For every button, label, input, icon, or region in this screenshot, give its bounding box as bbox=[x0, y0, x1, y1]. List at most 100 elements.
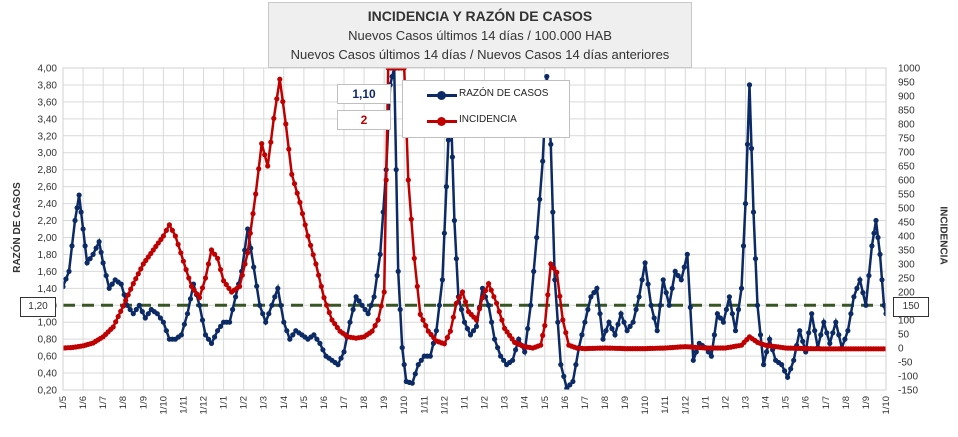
y2-tick-label: 450 bbox=[898, 218, 915, 229]
y-tick-label: 2,80 bbox=[38, 165, 58, 176]
threshold-ref-left: 1,20 bbox=[20, 297, 56, 317]
point-razon bbox=[368, 302, 374, 308]
point-incidencia bbox=[135, 271, 141, 277]
point-razon bbox=[672, 268, 678, 274]
point-razon bbox=[227, 319, 233, 325]
point-razon bbox=[350, 306, 356, 313]
y2-tick-label: 800 bbox=[898, 120, 915, 131]
point-razon bbox=[606, 319, 612, 325]
point-razon bbox=[818, 332, 824, 338]
point-razon bbox=[257, 302, 263, 308]
point-razon bbox=[687, 304, 693, 310]
point-razon bbox=[548, 141, 554, 147]
x-tick-label: 1/4 bbox=[279, 396, 290, 409]
point-incidencia bbox=[538, 342, 544, 348]
point-razon bbox=[389, 73, 395, 80]
point-incidencia bbox=[202, 275, 209, 281]
point-incidencia bbox=[423, 323, 429, 329]
point-incidencia bbox=[183, 267, 189, 273]
point-razon bbox=[393, 167, 399, 173]
legend-label-incidencia: INCIDENCIA bbox=[459, 114, 517, 125]
point-razon bbox=[675, 273, 681, 279]
point-razon bbox=[441, 230, 447, 236]
point-incidencia bbox=[302, 222, 308, 228]
point-razon bbox=[130, 311, 136, 317]
point-razon bbox=[470, 328, 477, 334]
point-razon bbox=[412, 371, 418, 377]
point-incidencia bbox=[473, 317, 480, 323]
point-incidencia bbox=[420, 317, 426, 323]
point-incidencia bbox=[178, 250, 184, 256]
point-razon bbox=[582, 319, 588, 325]
point-razon bbox=[208, 340, 215, 346]
point-razon bbox=[133, 306, 139, 313]
point-incidencia bbox=[294, 190, 300, 196]
point-razon bbox=[537, 196, 543, 202]
point-incidencia bbox=[215, 255, 221, 261]
point-razon bbox=[873, 217, 879, 224]
point-incidencia bbox=[883, 346, 886, 352]
point-razon bbox=[415, 362, 421, 368]
point-incidencia bbox=[417, 311, 423, 317]
point-razon bbox=[830, 330, 836, 336]
legend-label-razon: RAZÓN DE CASOS bbox=[459, 88, 549, 99]
point-razon bbox=[118, 281, 124, 287]
point-razon bbox=[522, 349, 528, 355]
point-razon bbox=[516, 336, 522, 342]
point-razon bbox=[196, 302, 203, 308]
point-incidencia bbox=[375, 317, 381, 323]
point-razon bbox=[212, 334, 218, 340]
y2-tick-label: 300 bbox=[898, 260, 915, 271]
y-axis-title: RAZÓN DE CASOS bbox=[11, 182, 23, 273]
point-razon bbox=[842, 336, 848, 342]
x-tick-label: 1/7 bbox=[98, 396, 109, 409]
point-razon bbox=[451, 217, 457, 224]
point-incidencia bbox=[128, 286, 134, 292]
point-razon bbox=[66, 268, 72, 274]
point-incidencia bbox=[554, 269, 560, 275]
point-incidencia bbox=[560, 317, 566, 323]
point-incidencia bbox=[289, 171, 295, 177]
point-razon bbox=[254, 283, 260, 289]
x-tick-label: 1/9 bbox=[138, 396, 149, 409]
point-razon bbox=[558, 362, 564, 368]
x-tick-label: 1/10 bbox=[158, 396, 169, 415]
point-razon bbox=[666, 302, 672, 308]
y-tick-label: 0,20 bbox=[38, 386, 58, 397]
point-incidencia bbox=[265, 163, 271, 169]
point-razon bbox=[636, 294, 642, 300]
point-razon bbox=[531, 268, 537, 274]
point-razon bbox=[851, 294, 857, 300]
y2-tick-label: 600 bbox=[898, 176, 915, 187]
point-incidencia bbox=[277, 76, 283, 82]
point-incidencia bbox=[548, 261, 554, 267]
chart-subtitle-1: Nuevos Casos últimos 14 días / 100.000 H… bbox=[348, 28, 612, 43]
point-razon bbox=[275, 285, 281, 291]
point-incidencia bbox=[115, 313, 121, 320]
point-incidencia bbox=[221, 278, 227, 284]
series-razon bbox=[63, 68, 886, 390]
y-tick-label: 1,60 bbox=[38, 267, 58, 278]
point-razon bbox=[729, 311, 736, 317]
point-incidencia bbox=[205, 261, 212, 267]
point-incidencia bbox=[332, 321, 338, 327]
y2-tick-label: 350 bbox=[898, 246, 915, 257]
point-razon bbox=[63, 276, 69, 282]
point-razon bbox=[845, 328, 851, 334]
point-razon bbox=[738, 285, 745, 291]
point-razon bbox=[287, 336, 293, 342]
point-razon bbox=[726, 294, 733, 300]
point-razon bbox=[218, 323, 224, 329]
point-razon bbox=[544, 73, 550, 80]
point-razon bbox=[486, 302, 492, 308]
point-razon bbox=[618, 311, 624, 317]
y2-tick-label: 850 bbox=[898, 106, 915, 117]
y-tick-label: 0,40 bbox=[38, 369, 58, 380]
point-razon bbox=[732, 328, 739, 334]
point-incidencia bbox=[326, 309, 332, 316]
y2-tick-label: 400 bbox=[898, 232, 915, 243]
x-tick-label: 1/12 bbox=[680, 396, 691, 415]
point-razon bbox=[552, 277, 558, 283]
point-razon bbox=[205, 336, 212, 342]
point-razon bbox=[98, 249, 104, 255]
